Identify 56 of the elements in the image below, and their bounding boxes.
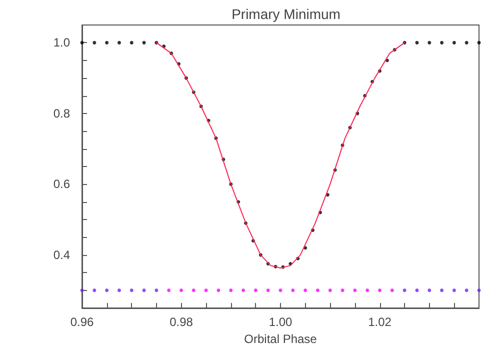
point <box>142 288 146 292</box>
point <box>440 40 444 44</box>
point <box>464 288 468 292</box>
x-tick-label: 1.00 <box>268 315 292 329</box>
point <box>440 288 444 292</box>
point <box>192 288 196 292</box>
point <box>92 288 96 292</box>
point <box>428 40 432 44</box>
point <box>154 288 158 292</box>
y-tick-label: 0.4 <box>53 248 70 262</box>
point <box>117 40 121 44</box>
point <box>452 40 456 44</box>
point <box>204 288 208 292</box>
point <box>92 40 96 44</box>
point <box>378 288 382 292</box>
point <box>415 40 419 44</box>
point <box>266 288 270 292</box>
point <box>278 288 282 292</box>
point <box>477 288 481 292</box>
point <box>291 288 295 292</box>
point <box>340 288 344 292</box>
line-series <box>156 42 406 269</box>
point <box>105 40 109 44</box>
point <box>130 288 134 292</box>
point <box>254 288 258 292</box>
point <box>477 40 481 44</box>
point <box>464 40 468 44</box>
point <box>216 288 220 292</box>
point <box>452 288 456 292</box>
point <box>242 288 246 292</box>
point <box>130 40 134 44</box>
point <box>105 288 109 292</box>
y-tick-label: 0.8 <box>53 106 70 120</box>
point <box>390 288 394 292</box>
point <box>80 288 84 292</box>
point <box>229 288 233 292</box>
point <box>353 288 357 292</box>
point <box>328 288 332 292</box>
x-axis-title: Orbital Phase <box>244 332 318 346</box>
y-tick-label: 1.0 <box>53 36 70 50</box>
point <box>316 288 320 292</box>
point <box>80 40 84 44</box>
point <box>304 288 308 292</box>
point <box>428 288 432 292</box>
chart-title: Primary Minimum <box>232 6 340 22</box>
point <box>167 288 171 292</box>
point <box>142 40 146 44</box>
x-tick-label: 0.96 <box>70 315 94 329</box>
y-tick-label: 0.6 <box>53 177 70 192</box>
point <box>402 288 406 292</box>
point <box>180 288 183 292</box>
point <box>415 288 419 292</box>
x-tick-label: 0.98 <box>170 315 194 329</box>
point <box>366 288 370 292</box>
x-tick-label: 1.02 <box>368 315 392 329</box>
point <box>117 288 121 292</box>
